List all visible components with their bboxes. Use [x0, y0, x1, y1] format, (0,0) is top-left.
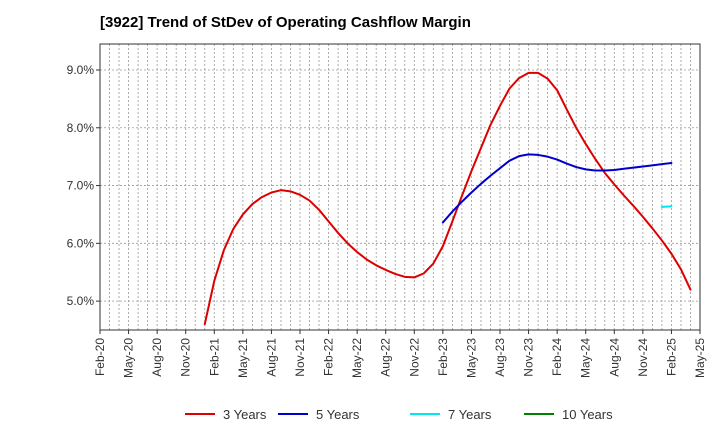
x-tick-label: Feb-20 — [93, 338, 107, 376]
y-tick-label: 9.0% — [67, 63, 95, 77]
y-tick-label: 7.0% — [67, 179, 95, 193]
x-tick-label: Nov-23 — [522, 338, 536, 377]
series-line-3-years — [203, 71, 692, 326]
x-tick-label: Aug-21 — [264, 338, 278, 377]
y-tick-label: 6.0% — [67, 236, 95, 250]
x-tick-label: May-20 — [122, 338, 136, 378]
plot-area — [100, 44, 700, 330]
x-tick-label: Feb-21 — [207, 338, 221, 376]
x-tick-label: Feb-23 — [436, 338, 450, 376]
x-tick-label: Nov-24 — [636, 338, 650, 377]
x-tick-label: Aug-23 — [493, 338, 507, 377]
y-tick-label: 5.0% — [67, 294, 95, 308]
x-tick-label: May-23 — [464, 338, 478, 378]
x-tick-label: Feb-22 — [322, 338, 336, 376]
grid-lines — [99, 44, 701, 330]
chart-title: [3922] Trend of StDev of Operating Cashf… — [100, 14, 471, 31]
x-tick-label: Nov-22 — [407, 338, 421, 377]
series-lines — [203, 71, 692, 326]
x-tick-label: May-24 — [579, 338, 593, 378]
legend: 3 Years 5 Years 7 Years 10 Years — [185, 407, 613, 422]
series-line-5-years — [441, 153, 673, 224]
x-tick-label: Feb-25 — [664, 338, 678, 376]
x-tick-label: May-22 — [350, 338, 364, 378]
x-tick-label: Aug-24 — [607, 338, 621, 377]
x-tick-label: Aug-20 — [150, 338, 164, 377]
legend-label-5-years: 5 Years — [316, 407, 360, 422]
x-tick-label: Nov-20 — [179, 338, 193, 377]
legend-label-7-years: 7 Years — [448, 407, 492, 422]
x-tick-label: Feb-24 — [550, 338, 564, 376]
x-tick-label: Nov-21 — [293, 338, 307, 377]
x-tick-label: May-21 — [236, 338, 250, 378]
plot-border — [99, 43, 701, 331]
x-tick-label: May-25 — [693, 338, 707, 378]
y-tick-label: 8.0% — [67, 121, 95, 135]
x-tick-label: Aug-22 — [379, 338, 393, 377]
series-line-7-years — [660, 205, 673, 208]
axes: 5.0% 6.0% 7.0% 8.0% 9.0% Feb-20 May-20 Aug-20 No… — [67, 43, 707, 378]
legend-label-3-years: 3 Years — [223, 407, 267, 422]
legend-label-10-years: 10 Years — [562, 407, 613, 422]
